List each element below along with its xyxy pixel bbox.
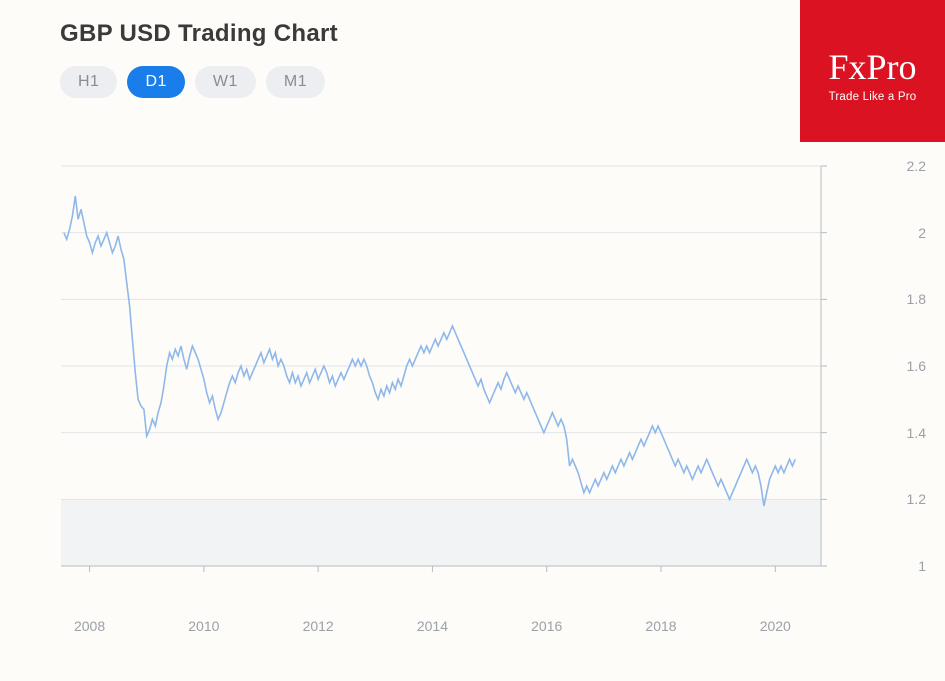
timeframe-tab-d1[interactable]: D1 <box>127 66 184 98</box>
brand-badge[interactable]: FxPro Trade Like a Pro <box>800 0 945 142</box>
chart-shadow <box>61 499 821 566</box>
y-axis-label: 1.8 <box>907 291 926 307</box>
y-axis-label: 1.6 <box>907 358 926 374</box>
x-axis-label: 2012 <box>303 618 334 634</box>
y-axis-label: 2.2 <box>907 158 926 174</box>
timeframe-tab-h1[interactable]: H1 <box>60 66 117 98</box>
x-axis-label: 2014 <box>417 618 448 634</box>
chart-title: GBP USD Trading Chart <box>60 20 885 48</box>
y-axis-label: 1.2 <box>907 491 926 507</box>
price-chart: 11.21.41.61.822.2 2008201020122014201620… <box>56 126 876 606</box>
x-axis-label: 2010 <box>188 618 219 634</box>
x-axis-label: 2016 <box>531 618 562 634</box>
x-axis-label: 2008 <box>74 618 105 634</box>
y-axis-label: 2 <box>918 225 926 241</box>
brand-logo: FxPro <box>828 49 916 85</box>
y-axis-label: 1 <box>918 558 926 574</box>
x-axis-label: 2020 <box>760 618 791 634</box>
x-axis-label: 2018 <box>645 618 676 634</box>
brand-tagline: Trade Like a Pro <box>829 91 917 103</box>
timeframe-tab-m1[interactable]: M1 <box>266 66 325 98</box>
y-axis-label: 1.4 <box>907 425 926 441</box>
price-series-line <box>64 196 795 506</box>
timeframe-tabs: H1 D1 W1 M1 <box>60 66 885 98</box>
timeframe-tab-w1[interactable]: W1 <box>195 66 256 98</box>
